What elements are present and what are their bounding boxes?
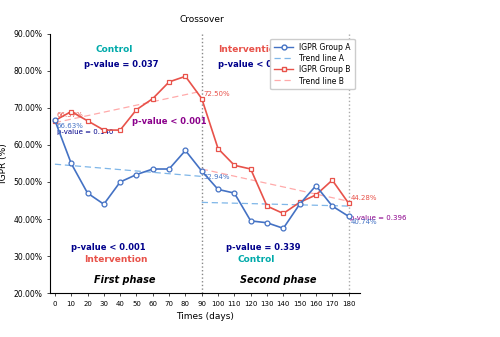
Text: p-value = 0.037: p-value = 0.037 — [84, 60, 159, 69]
Text: 40.74%: 40.74% — [350, 219, 377, 225]
X-axis label: Times (days): Times (days) — [176, 312, 234, 321]
Text: p-value < 0.001: p-value < 0.001 — [218, 60, 292, 69]
Text: 72.50%: 72.50% — [204, 91, 230, 97]
Legend: IGPR Group A, Trend line A, IGPR Group B, Trend line B: IGPR Group A, Trend line A, IGPR Group B… — [270, 39, 354, 89]
Text: p-value = 0.396: p-value = 0.396 — [350, 215, 406, 221]
Text: Second phase: Second phase — [240, 275, 316, 285]
Text: Control: Control — [96, 45, 133, 54]
Text: 44.28%: 44.28% — [350, 195, 376, 201]
Text: First phase: First phase — [94, 275, 156, 285]
Text: p-value < 0.001: p-value < 0.001 — [71, 243, 146, 252]
Text: Intervention: Intervention — [218, 45, 282, 54]
Text: p-value < 0.001: p-value < 0.001 — [132, 117, 206, 126]
Text: 66.57%: 66.57% — [56, 112, 84, 118]
Text: Crossover: Crossover — [180, 16, 224, 25]
Text: 66.63%: 66.63% — [56, 123, 84, 129]
Y-axis label: IGPR (%): IGPR (%) — [0, 144, 8, 183]
Text: Control: Control — [238, 255, 275, 264]
Text: p-value = 0.339: p-value = 0.339 — [226, 243, 300, 252]
Text: Intervention: Intervention — [84, 255, 148, 264]
Text: p-value = 0.140: p-value = 0.140 — [56, 129, 113, 135]
Text: 52.94%: 52.94% — [204, 174, 230, 180]
